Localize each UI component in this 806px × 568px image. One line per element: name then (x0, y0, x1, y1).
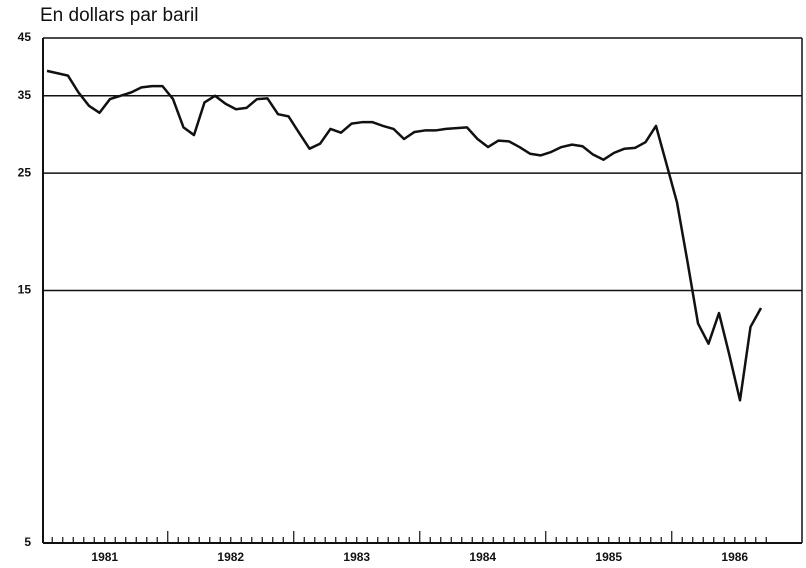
y-tick-label: 25 (18, 165, 32, 179)
x-tick-label: 1981 (91, 550, 118, 564)
y-tick-label: 45 (18, 30, 32, 44)
x-tick-label: 1982 (217, 550, 244, 564)
line-series (46, 69, 763, 402)
y-tick-label: 35 (18, 88, 32, 102)
x-tick-label: 1984 (469, 550, 496, 564)
x-tick-label: 1983 (343, 550, 370, 564)
x-tick-label: 1986 (721, 550, 748, 564)
y-tick-label: 5 (24, 535, 31, 549)
x-tick-label: 1985 (595, 550, 622, 564)
chart-title: En dollars par baril (40, 5, 198, 26)
y-tick-label: 15 (18, 283, 32, 297)
